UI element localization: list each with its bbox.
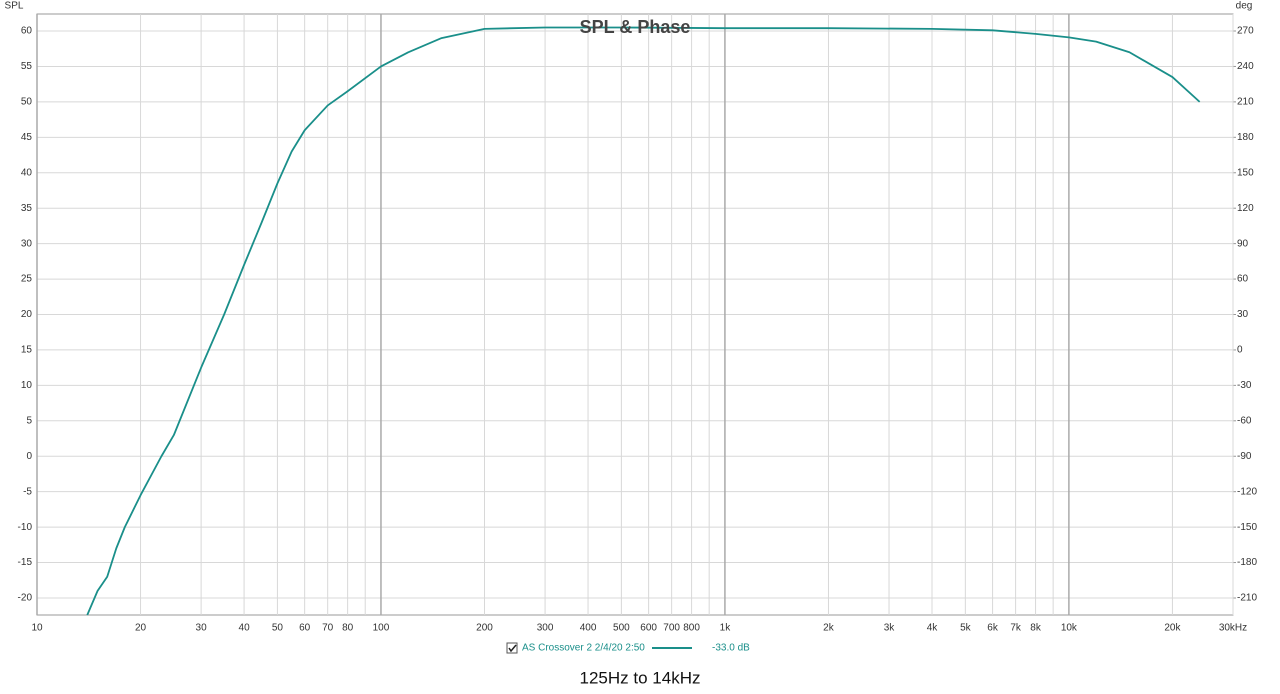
y-tick-label: 35 <box>21 203 33 214</box>
y2-tick-label: 210 <box>1237 97 1254 108</box>
x-tick-label: 2k <box>823 623 835 634</box>
y2-tick-label: -30 <box>1237 380 1252 391</box>
caption: 125Hz to 14kHz <box>580 668 701 687</box>
x-tick-label: 600 <box>640 623 657 634</box>
y-tick-label: 15 <box>21 345 33 356</box>
x-tick-label: 3k <box>884 623 896 634</box>
x-tick-label: 800 <box>683 623 700 634</box>
y-tick-label: 30 <box>21 238 33 249</box>
x-tick-label: 8k <box>1030 623 1042 634</box>
y2-tick-label: -60 <box>1237 415 1252 426</box>
y2-tick-label: 30 <box>1237 309 1249 320</box>
x-tick-label: 30kHz <box>1219 623 1247 634</box>
y-tick-label: 45 <box>21 132 33 143</box>
y-tick-label: 60 <box>21 26 33 37</box>
series-line <box>86 26 1201 616</box>
y-tick-label: 10 <box>21 380 33 391</box>
chart-title: SPL & Phase <box>580 17 691 37</box>
y2-tick-label: 150 <box>1237 167 1254 178</box>
y-tick-label: 40 <box>21 167 33 178</box>
x-tick-label: 30 <box>196 623 208 634</box>
x-tick-label: 200 <box>476 623 493 634</box>
checkmark <box>508 644 517 653</box>
x-tick-label: 500 <box>613 623 630 634</box>
y-tick-label: -5 <box>23 486 32 497</box>
y-tick-label: 20 <box>21 309 33 320</box>
x-tick-label: 10 <box>31 623 43 634</box>
y-tick-label: 55 <box>21 61 33 72</box>
legend-value: -33.0 dB <box>712 643 750 654</box>
grid: -20 -15 -10 -5 0 5 10 15 20 25 30 35 40 45 50 55 60 -210 -… <box>18 14 1257 634</box>
legend-checkbox[interactable] <box>506 642 518 654</box>
y2-tick-label: 180 <box>1237 132 1254 143</box>
y2-tick-label: -90 <box>1237 451 1252 462</box>
y2-tick-label: -150 <box>1237 522 1257 533</box>
x-tick-label: 60 <box>299 623 311 634</box>
y2-tick-label: 0 <box>1237 345 1243 356</box>
y2-axis-label: deg <box>1236 1 1253 12</box>
y-tick-label: 25 <box>21 274 33 285</box>
y-axis-label: SPL <box>5 1 24 12</box>
x-tick-label: 6k <box>987 623 999 634</box>
y2-tick-label: 60 <box>1237 274 1249 285</box>
y2-tick-label: 120 <box>1237 203 1254 214</box>
y2-tick-label: 240 <box>1237 61 1254 72</box>
y2-tick-label: -120 <box>1237 486 1257 497</box>
x-tick-label: 400 <box>580 623 597 634</box>
y-tick-label: 50 <box>21 97 33 108</box>
y-tick-label: -20 <box>18 593 33 604</box>
y-tick-label: 5 <box>26 415 32 426</box>
x-tick-label: 50 <box>272 623 284 634</box>
y2-tick-label: 270 <box>1237 26 1254 37</box>
x-tick-label: 20k <box>1164 623 1181 634</box>
y-tick-label: -10 <box>18 522 33 533</box>
marks <box>86 26 1201 616</box>
x-tick-label: 4k <box>927 623 939 634</box>
x-tick-label: 100 <box>373 623 390 634</box>
y2-tick-label: 90 <box>1237 238 1249 249</box>
y2-tick-label: -180 <box>1237 557 1257 568</box>
x-tick-label: 5k <box>960 623 972 634</box>
x-tick-label: 10k <box>1061 623 1078 634</box>
x-tick-label: 40 <box>239 623 251 634</box>
x-tick-label: 7k <box>1010 623 1022 634</box>
legend: AS Crossover 2 2/4/20 2:50 -33.0 dB <box>506 642 750 654</box>
y-tick-label: 0 <box>26 451 32 462</box>
x-tick-label: 300 <box>537 623 554 634</box>
y2-tick-label: -210 <box>1237 593 1257 604</box>
x-tick-label: 70 <box>322 623 334 634</box>
x-tick-label: 20 <box>135 623 147 634</box>
x-tick-label: 700 <box>663 623 680 634</box>
x-tick-label: 1k <box>720 623 732 634</box>
legend-label: AS Crossover 2 2/4/20 2:50 <box>522 643 645 654</box>
x-tick-label: 80 <box>342 623 354 634</box>
y-tick-label: -15 <box>18 557 33 568</box>
